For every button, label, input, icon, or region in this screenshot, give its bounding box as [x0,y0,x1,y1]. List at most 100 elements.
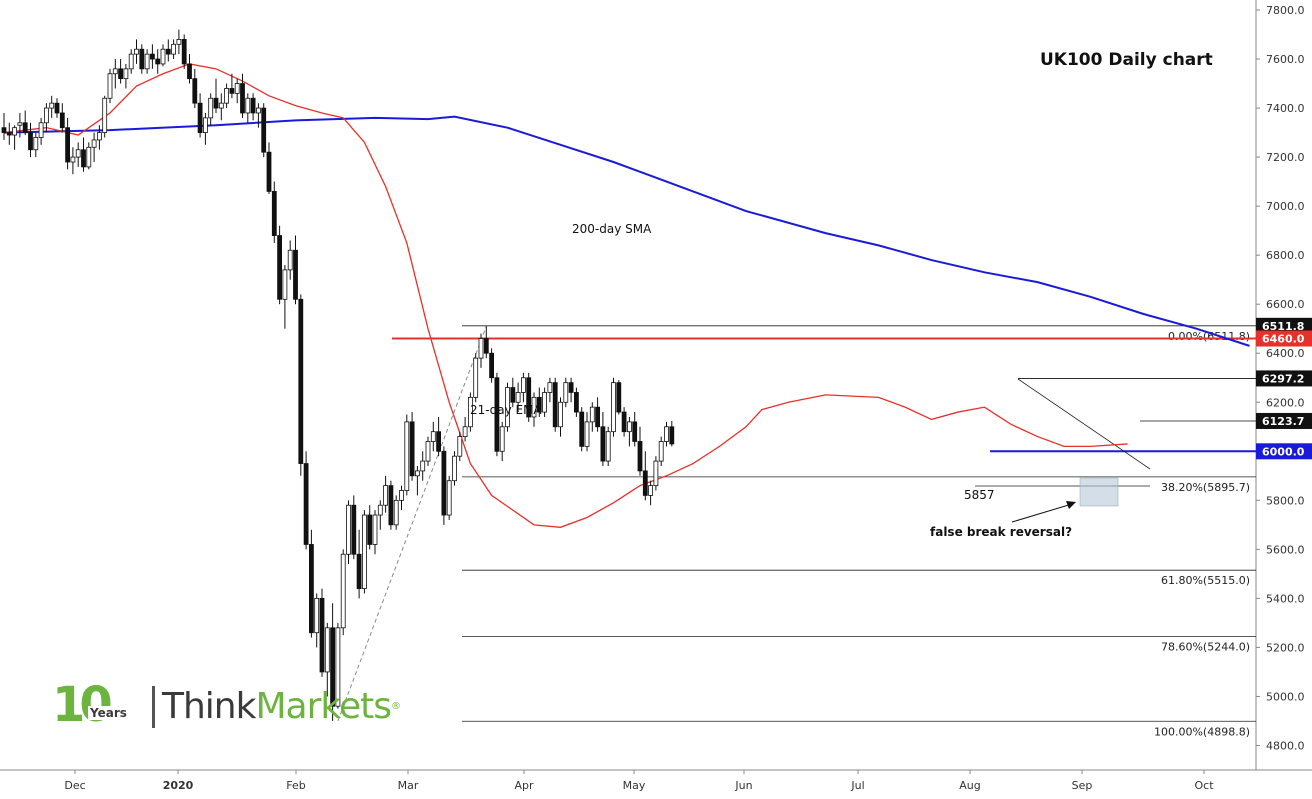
candle-body [335,627,341,707]
candle-body [54,102,60,114]
candle-body [192,78,198,104]
candle-body [171,43,177,55]
candle-body [616,382,622,413]
candle-body [208,97,214,119]
candle-body [245,97,251,114]
candle-body [627,421,632,433]
candle-body [478,338,484,359]
candle-body [595,406,600,428]
candle-body [118,68,123,80]
candle-body [65,127,70,163]
y-tick-label: 7400.0 [1266,102,1305,115]
candle-body [33,137,39,151]
annotation-arrow-head [1066,501,1076,509]
candle-body [351,504,357,555]
candle-body [473,357,479,398]
candle-body [75,149,81,158]
logo-markets: Markets [255,686,392,727]
candle-body [436,431,442,452]
y-tick-label: 5400.0 [1266,592,1305,605]
candle-body [531,396,537,418]
candle-body [181,39,187,65]
candle-body [404,421,410,491]
candle-body [22,122,28,133]
y-tick-label: 5600.0 [1266,543,1305,556]
candle-body [536,396,542,413]
candle-body [213,97,219,109]
candle-body [563,382,569,403]
candle-body [483,338,489,354]
price-badge-label: 6460.0 [1262,333,1305,346]
candle-body [155,58,161,65]
logo-wordmark: ThinkMarkets® [162,686,401,728]
candle-body [176,39,182,45]
candle-body [319,597,325,673]
annotation-label: false break reversal? [930,525,1072,539]
candle-body [44,107,49,124]
candle-body [102,97,108,133]
candle-body [91,139,97,148]
y-tick-label: 7000.0 [1266,200,1305,213]
candle-body [642,470,648,496]
candle-body [197,102,203,133]
y-tick-label: 4800.0 [1266,739,1305,752]
price-badge-bg [1256,330,1312,347]
price-axis-bg [1256,0,1312,799]
candle-body [356,553,362,589]
candle-body [393,499,399,526]
candle-body [367,514,373,545]
logo-think: Think [162,686,256,727]
candle-body [605,431,611,462]
fib-level-label: 38.20%(5895.7) [1161,481,1250,494]
x-tick-label: 2020 [163,779,194,792]
fib-level-label: 100.00%(4898.8) [1154,725,1250,738]
y-tick-label: 5000.0 [1266,690,1305,703]
candle-body [399,490,404,501]
x-tick-label: Sep [1072,779,1093,792]
candle-body [446,480,452,516]
candle-body [112,68,118,75]
sma-200-line [3,115,1250,347]
candle-body [526,377,532,418]
candle-body [658,441,664,462]
y-tick-label: 6200.0 [1266,396,1305,409]
candle-body [467,396,473,428]
annotation-label: 5857 [964,488,995,502]
candle-body [6,132,12,136]
annotation-label: 200-day SMA [572,222,652,236]
candle-body [547,382,553,393]
candle-body [515,392,521,403]
candle-body [202,117,208,133]
candle-body [664,426,669,442]
candle-body [12,127,18,136]
candle-body [97,132,102,141]
x-tick-label: Dec [64,779,85,792]
candle-body [669,426,675,445]
annotation-label: 21-day EMA [470,403,542,417]
candle-body [489,352,495,379]
candle-body [361,514,367,589]
candle-body [462,426,468,437]
logo-divider [152,686,155,728]
x-tick-label: Mar [398,779,419,792]
candle-body [134,48,139,55]
candle-body [255,107,261,114]
candle-body [308,544,314,634]
candle-body [420,460,426,472]
candle-body [568,382,574,393]
fib-level-label: 78.60%(5244.0) [1161,641,1250,654]
candle-body [409,421,415,477]
candle-body [521,377,526,393]
candle-body [383,485,389,506]
candle-body [510,387,516,403]
candle-body [330,627,336,707]
candle-body [499,426,505,452]
candle-body [28,132,33,151]
candle-body [579,411,585,447]
x-tick-label: Aug [959,779,980,792]
fib-dashed-guide [337,326,487,722]
candle-body [17,122,23,126]
x-tick-label: Jun [734,779,752,792]
candle-body [70,156,76,163]
